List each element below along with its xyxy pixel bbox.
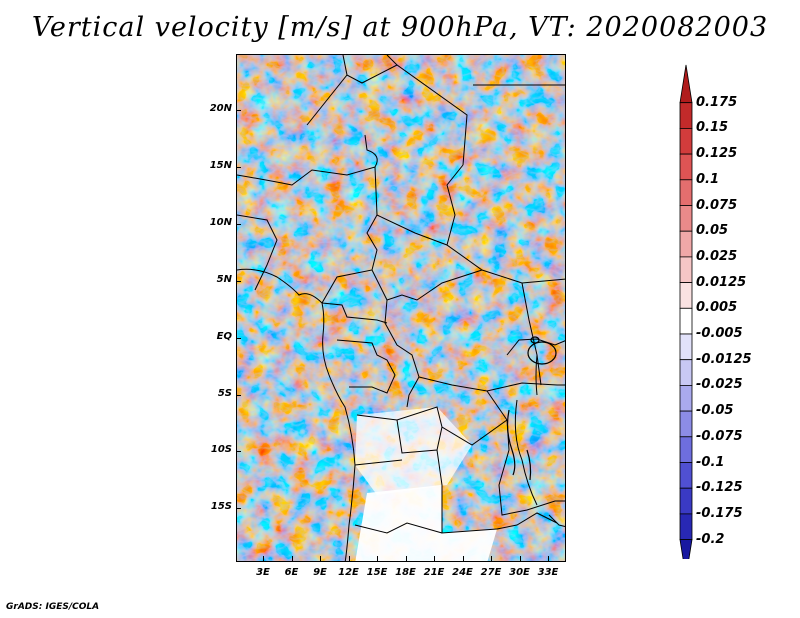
- color-scale-label: 0.175: [696, 94, 738, 110]
- longitude-label: 9E: [313, 567, 327, 578]
- color-scale-label: 0.15: [696, 120, 729, 136]
- longitude-label: 18E: [395, 567, 416, 578]
- map-plot-area: [236, 54, 566, 562]
- latitude-tick: [236, 508, 241, 510]
- color-scale-segment: [679, 282, 693, 309]
- longitude-label: 24E: [452, 567, 473, 578]
- latitude-tick: [236, 394, 241, 396]
- color-scale-label: 0.05: [696, 223, 729, 239]
- color-scale-label: -0.1: [696, 454, 725, 470]
- color-scale-segment: [679, 256, 693, 283]
- color-scale-label: -0.075: [696, 428, 743, 444]
- color-scale-segment: [679, 179, 693, 206]
- color-scale-bar: [679, 64, 693, 559]
- color-scale-segment: [679, 410, 693, 438]
- longitude-tick: [263, 556, 264, 561]
- longitude-label: 3E: [256, 567, 270, 578]
- color-scale-segment: [679, 359, 693, 386]
- country-borders: [237, 55, 565, 561]
- longitude-label: 21E: [423, 567, 445, 578]
- chart-title: Vertical velocity [m/s] at 900hPa, VT: 2…: [31, 12, 769, 43]
- color-scale-segment: [679, 333, 693, 361]
- longitude-tick: [491, 556, 492, 561]
- longitude-tick: [519, 556, 521, 561]
- latitude-label: 15N: [209, 159, 232, 171]
- latitude-label: 10N: [209, 216, 232, 228]
- velocity-field-map: [237, 55, 565, 561]
- color-scale-segment: [679, 307, 693, 335]
- color-scale-label: -0.05: [696, 403, 734, 419]
- latitude-tick: [236, 337, 241, 339]
- latitude-label: 20N: [209, 103, 232, 114]
- calm-region-2: [355, 407, 472, 495]
- color-scale-label: -0.2: [696, 531, 725, 547]
- calm-region: [355, 485, 497, 561]
- latitude-tick: [236, 223, 241, 225]
- lakes: [506, 336, 557, 481]
- color-scale-segment: [679, 384, 693, 412]
- longitude-tick: [434, 556, 435, 561]
- longitude-label: 6E: [284, 567, 299, 578]
- color-scale-label: 0.025: [696, 248, 738, 264]
- color-scale-label: 0.075: [696, 197, 738, 213]
- color-scale-segment: [679, 64, 693, 104]
- longitude-tick: [377, 556, 378, 561]
- color-scale-segment: [679, 539, 693, 559]
- longitude-label: 15E: [366, 567, 388, 578]
- latitude-tick: [236, 280, 241, 282]
- color-scale-segment: [679, 436, 693, 463]
- longitude-tick: [348, 556, 350, 561]
- color-scale-segment: [679, 153, 693, 181]
- color-scale-segment: [679, 487, 693, 515]
- longitude-tick: [291, 556, 293, 561]
- longitude-label: 30E: [509, 567, 530, 578]
- color-scale-label: 0.0125: [696, 274, 747, 290]
- longitude-label: 12E: [338, 567, 359, 578]
- longitude-tick: [320, 556, 321, 561]
- color-scale-segment: [679, 462, 693, 489]
- color-scale-label: -0.005: [696, 326, 743, 341]
- color-scale-segment: [679, 128, 693, 155]
- color-scale-segment: [679, 102, 693, 129]
- latitude-tick: [236, 166, 241, 168]
- latitude-label: 5N: [216, 273, 232, 285]
- color-scale-label: -0.125: [696, 480, 743, 496]
- longitude-tick: [462, 556, 464, 561]
- color-scale-segment: [679, 230, 693, 258]
- latitude-label: 10S: [210, 444, 232, 456]
- color-scale-label: 0.1: [696, 171, 720, 187]
- longitude-label: 33E: [537, 567, 559, 578]
- color-scale-label: -0.025: [696, 377, 743, 393]
- latitude-tick: [236, 110, 241, 111]
- color-scale-segment: [679, 205, 693, 232]
- longitude-tick: [405, 556, 407, 561]
- latitude-tick: [236, 451, 241, 453]
- latitude-label: 5S: [217, 387, 232, 399]
- color-scale-segment: [679, 513, 693, 540]
- longitude-label: 27E: [480, 567, 502, 578]
- grads-credit: GrADS: IGES/COLA: [6, 602, 100, 612]
- color-scale-label: 0.125: [696, 146, 738, 162]
- color-scale-label: -0.175: [696, 505, 743, 521]
- latitude-label: 15S: [210, 501, 232, 513]
- color-scale-label: -0.0125: [696, 351, 752, 367]
- longitude-tick: [548, 556, 549, 561]
- color-scale-label: 0.005: [696, 300, 738, 316]
- latitude-label: EQ: [216, 330, 232, 342]
